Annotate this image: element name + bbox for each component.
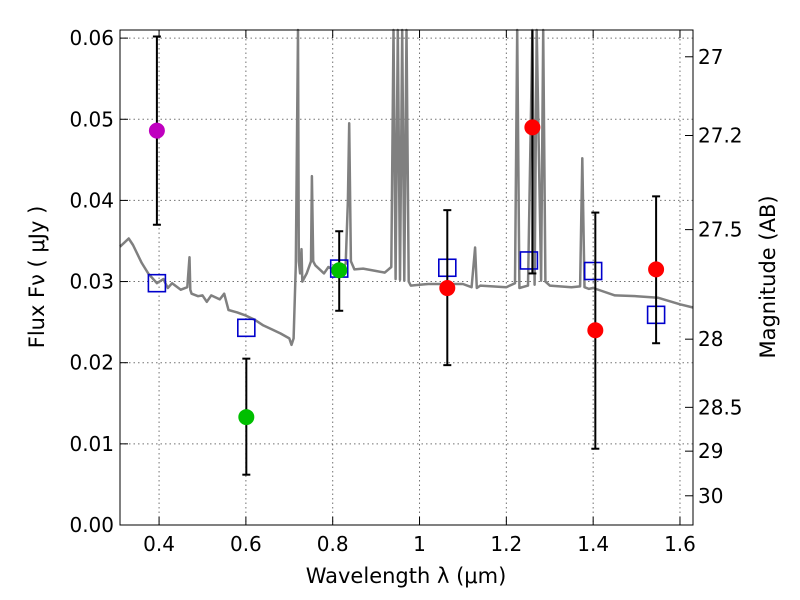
spectrum-line bbox=[119, 28, 694, 347]
x-tick-label: 1.2 bbox=[490, 532, 522, 556]
observed-point bbox=[238, 409, 255, 426]
y2-tick-label: 28 bbox=[698, 327, 723, 351]
y-tick-label: 0.01 bbox=[69, 432, 114, 456]
observed-point bbox=[524, 119, 541, 136]
axis-ticks bbox=[120, 30, 693, 526]
x-tick-label: 0.4 bbox=[143, 532, 175, 556]
x-tick-label: 1.6 bbox=[664, 532, 696, 556]
y-tick-label: 0.04 bbox=[69, 188, 114, 212]
x-axis-title: Wavelength λ (μm) bbox=[306, 564, 507, 588]
y2-tick-label: 29 bbox=[698, 439, 723, 463]
observed-point bbox=[331, 262, 348, 279]
observed-point bbox=[648, 261, 665, 278]
y-tick-label: 0.00 bbox=[69, 513, 114, 537]
y2-tick-label: 27.2 bbox=[698, 123, 743, 147]
x-tick-label: 0.6 bbox=[230, 532, 262, 556]
y2-tick-label: 27 bbox=[698, 45, 723, 69]
model-spectrum bbox=[119, 28, 694, 347]
y-tick-label: 0.03 bbox=[69, 270, 114, 294]
y2-tick-labels: 27 27.2 27.5 28 28.5 29 30 bbox=[698, 45, 743, 508]
y-tick-label: 0.02 bbox=[69, 351, 114, 375]
model-points bbox=[147, 251, 666, 338]
y2-tick-label: 27.5 bbox=[698, 218, 743, 242]
x-tick-labels: 0.4 0.6 0.8 1 1.2 1.4 1.6 bbox=[143, 532, 696, 556]
grid-lines bbox=[120, 30, 693, 525]
y-tick-labels: 0.00 0.01 0.02 0.03 0.04 0.05 0.06 bbox=[69, 26, 114, 537]
y2-tick-label: 30 bbox=[698, 484, 723, 508]
x-tick-label: 1.4 bbox=[577, 532, 609, 556]
observed-point bbox=[439, 280, 456, 297]
y2-axis-title: Magnitude (AB) bbox=[756, 195, 780, 358]
model-point-square bbox=[519, 251, 539, 270]
model-point-square bbox=[583, 261, 603, 281]
model-point-square bbox=[147, 273, 167, 293]
observed-points bbox=[148, 119, 665, 426]
observed-point bbox=[148, 122, 165, 139]
y2-tick-label: 28.5 bbox=[698, 395, 743, 419]
y-tick-label: 0.06 bbox=[69, 26, 114, 50]
model-point-square bbox=[237, 318, 256, 338]
x-tick-label: 1 bbox=[413, 532, 426, 556]
x-tick-label: 0.8 bbox=[317, 532, 349, 556]
y-axis-title: Flux Fν ( μJy ) bbox=[25, 206, 49, 349]
plot-frame bbox=[119, 29, 694, 526]
y-tick-label: 0.05 bbox=[69, 107, 114, 131]
observed-point bbox=[587, 322, 604, 339]
